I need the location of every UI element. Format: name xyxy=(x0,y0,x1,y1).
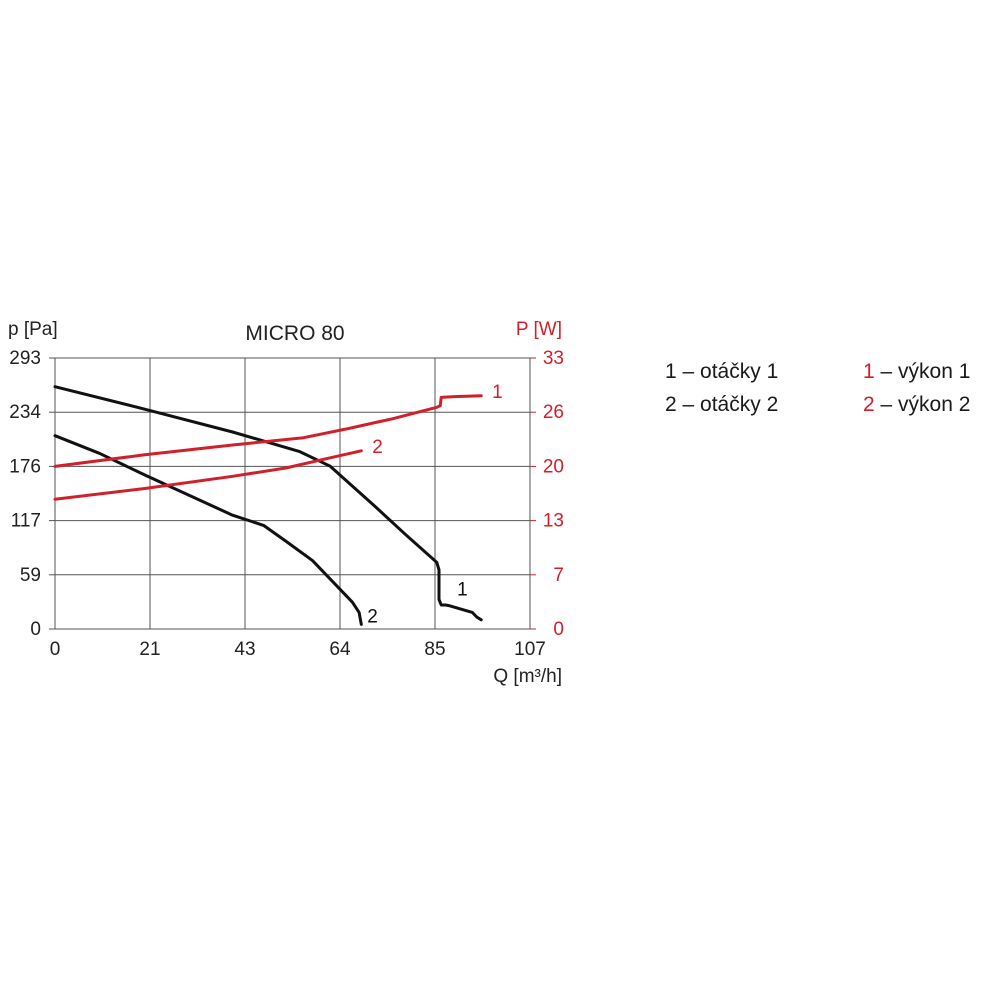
x-tick-label: 0 xyxy=(50,639,61,660)
pressure-curve-2 xyxy=(53,434,363,626)
y-tick-label-right: 33 xyxy=(543,348,564,369)
legend-item-vykon-1: 1 – výkon 1 xyxy=(863,360,970,384)
y-tick-label-right: 20 xyxy=(543,456,564,477)
y-axis-right-label: P [W] xyxy=(516,319,562,340)
legend: 1 – otáčky 1 2 – otáčky 2 1 – výkon 1 2 … xyxy=(665,360,995,430)
y-tick-label-right: 0 xyxy=(553,619,564,640)
power-curve-1 xyxy=(53,394,483,468)
legend-item-vykon-2: 2 – výkon 2 xyxy=(863,393,970,417)
pressure-curve-label-1: 1 xyxy=(457,579,468,600)
y-tick-label-left: 176 xyxy=(9,456,41,477)
y-tick-label-left: 59 xyxy=(20,565,41,586)
y-tick-label-left: 234 xyxy=(9,402,41,423)
x-tick-label: 64 xyxy=(329,639,351,660)
y-tick-label-left: 0 xyxy=(30,619,41,640)
power-curve-2 xyxy=(53,449,363,501)
text-layer: MICRO 80 p [Pa] P [W] Q [m³/h] 0 21 43 64 85… xyxy=(8,319,564,687)
x-tick-label: 85 xyxy=(424,639,445,660)
x-tick-label: 43 xyxy=(234,639,255,660)
legend-item-otacky-1: 1 – otáčky 1 xyxy=(665,360,778,384)
y-tick-label-left: 117 xyxy=(11,511,41,532)
legend-text: – otáčky 2 xyxy=(676,393,779,416)
y-tick-label-left: 293 xyxy=(9,348,41,369)
plot-border xyxy=(54,357,531,630)
power-curve-label-2: 2 xyxy=(372,437,383,458)
legend-text: – výkon 2 xyxy=(874,393,971,416)
y-axis-left-label: p [Pa] xyxy=(8,319,58,340)
y-tick-label-right: 13 xyxy=(543,511,564,532)
legend-text: – otáčky 1 xyxy=(676,360,779,383)
legend-mark: 1 xyxy=(665,360,677,383)
grid xyxy=(49,357,536,630)
legend-mark: 1 xyxy=(863,360,875,383)
pressure-curve-label-2: 2 xyxy=(367,606,378,627)
legend-mark: 2 xyxy=(863,393,875,416)
y-tick-label-right: 26 xyxy=(543,402,564,423)
x-tick-label: 107 xyxy=(514,639,546,660)
power-curve-label-1: 1 xyxy=(492,382,503,403)
pressure-curve-1 xyxy=(53,385,483,622)
x-tick-label: 21 xyxy=(139,639,160,660)
y-tick-label-right: 7 xyxy=(553,565,564,586)
legend-mark: 2 xyxy=(665,393,677,416)
series-layer xyxy=(53,385,483,626)
x-axis-label: Q [m³/h] xyxy=(493,666,562,687)
legend-text: – výkon 1 xyxy=(874,360,971,383)
legend-item-otacky-2: 2 – otáčky 2 xyxy=(665,393,778,417)
chart-title: MICRO 80 xyxy=(245,322,344,345)
